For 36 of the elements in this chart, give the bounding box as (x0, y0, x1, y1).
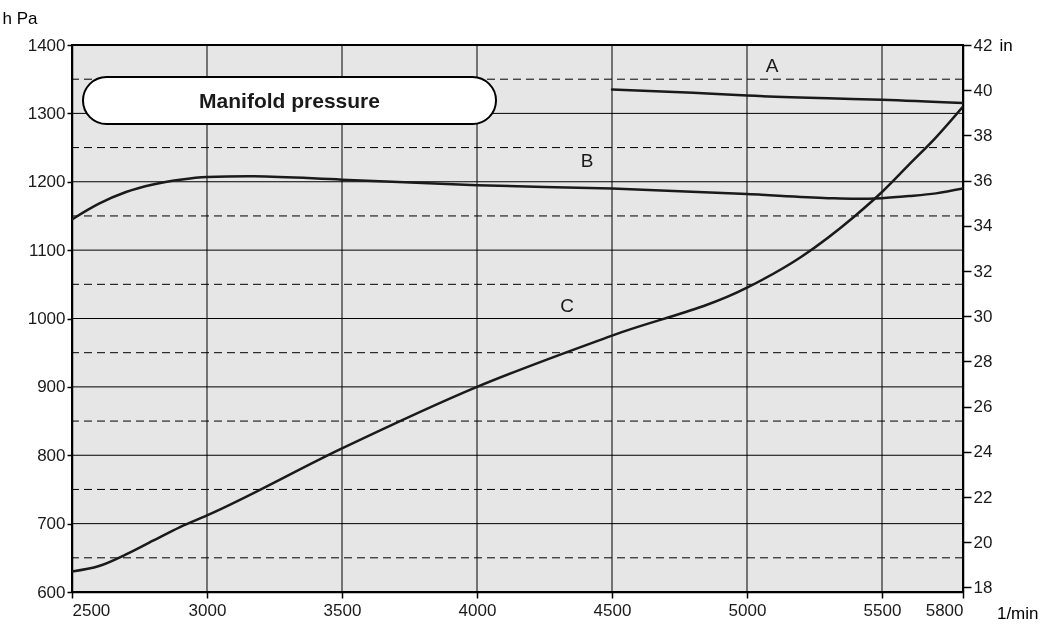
y-tick-label: 1200 (27, 172, 66, 192)
y2-tick-label: 20 (973, 532, 993, 552)
y2-tick-label: 18 (973, 577, 993, 597)
y-tick-label: 1300 (27, 103, 66, 123)
y2-axis-title: in (999, 35, 1013, 55)
y-tick-label: 600 (37, 582, 66, 602)
y2-tick-label: 34 (973, 216, 993, 236)
x-tick-label: 5500 (863, 600, 902, 620)
y2-tick-label: 32 (973, 261, 993, 281)
x-tick-label: 5800 (925, 600, 964, 620)
y2-tick-label: 26 (973, 397, 993, 417)
x-tick-label: 3500 (323, 600, 362, 620)
series-label: C (560, 294, 574, 316)
y2-tick-label: 40 (973, 80, 993, 100)
y2-tick-label: 22 (973, 487, 993, 507)
y2-tick-label: 30 (973, 306, 993, 326)
y-tick-label: 1100 (28, 240, 66, 260)
y-axis-title: h Pa (2, 8, 39, 28)
y-tick-label: 1000 (27, 309, 66, 328)
y2-tick-label: 42 (973, 35, 993, 55)
series-label: B (580, 149, 594, 171)
x-axis-title: 1/min (996, 603, 1039, 623)
y-tick-label: 900 (37, 377, 66, 397)
x-tick-label: 4000 (458, 600, 497, 620)
y2-tick-label: 38 (973, 125, 993, 145)
series-label: A (765, 54, 779, 76)
y-tick-label: 700 (37, 514, 66, 534)
x-tick-label: 2500 (72, 600, 111, 620)
x-tick-label: 3000 (188, 600, 227, 620)
x-tick-label: 5000 (728, 600, 767, 620)
x-tick-label: 4500 (593, 600, 632, 620)
y2-tick-label: 24 (973, 442, 993, 462)
y2-tick-label: 28 (973, 351, 993, 371)
y-tick-label: 800 (37, 445, 66, 465)
y-tick-label: 1400 (27, 35, 66, 55)
y2-tick-label: 36 (973, 171, 993, 191)
